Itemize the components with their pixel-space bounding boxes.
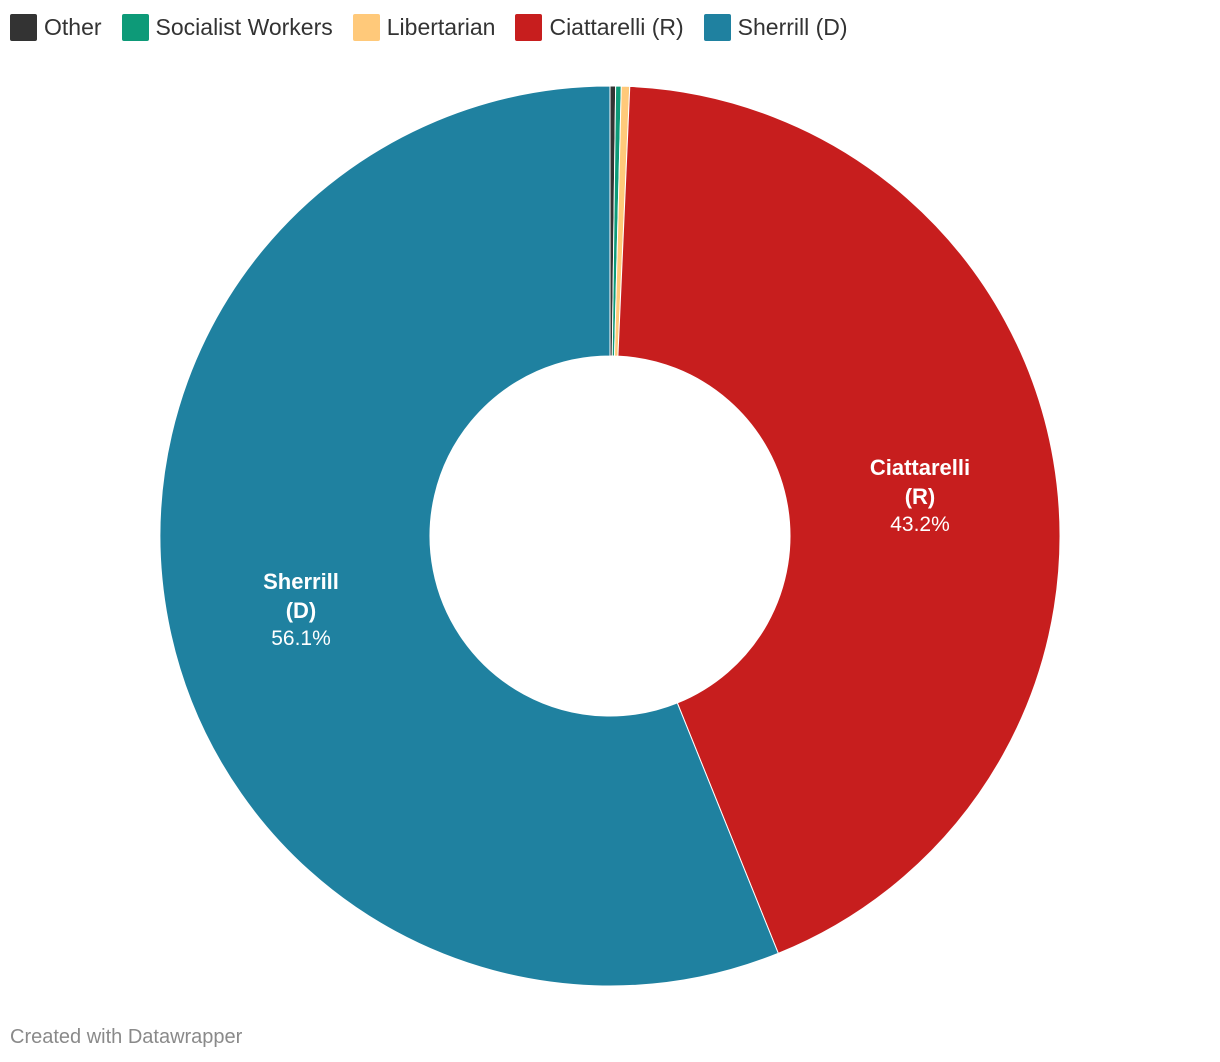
legend-swatch-ciattarelli: [515, 13, 543, 41]
slice-ciattarelli-r: [617, 85, 1061, 955]
slice-label-ciattarelli: Ciattarelli (R) 43.2%: [870, 455, 970, 536]
legend-label-other: Other: [44, 14, 102, 40]
legend-label-sherrill: Sherrill (D): [737, 14, 848, 40]
slice-labels: Ciattarelli (R) 43.2% Sherrill (D) 56.1%: [263, 455, 970, 650]
legend-item-ciattarelli: Ciattarelli (R): [515, 12, 684, 42]
chart-credit: Created with Datawrapper: [10, 1026, 243, 1048]
legend-swatch-libertarian: [352, 13, 380, 41]
chart-legend: Other Socialist Workers Libertarian Ciat…: [10, 12, 868, 42]
legend-item-sherrill: Sherrill (D): [703, 12, 848, 42]
donut-slices: [159, 85, 1061, 987]
legend-label-ciattarelli: Ciattarelli (R): [549, 14, 684, 40]
legend-swatch-socialist-workers: [121, 13, 149, 41]
legend-label-libertarian: Libertarian: [386, 14, 496, 40]
slice-label-sherrill-value: 56.1%: [271, 627, 331, 650]
slice-sherrill-d: [159, 85, 779, 987]
slice-label-sherrill-party: (D): [286, 598, 317, 623]
legend-swatch-other: [10, 13, 37, 41]
slice-label-ciattarelli-name: Ciattarelli: [870, 455, 970, 480]
slice-label-ciattarelli-value: 43.2%: [890, 513, 950, 536]
legend-swatch-sherrill: [703, 13, 731, 41]
slice-label-ciattarelli-party: (R): [905, 484, 936, 509]
legend-item-other: Other: [10, 12, 102, 42]
slice-label-sherrill: Sherrill (D) 56.1%: [263, 569, 339, 650]
legend-item-socialist-workers: Socialist Workers: [121, 12, 333, 42]
slice-label-sherrill-name: Sherrill: [263, 569, 339, 594]
legend-label-socialist-workers: Socialist Workers: [155, 14, 333, 40]
legend-item-libertarian: Libertarian: [352, 12, 496, 42]
